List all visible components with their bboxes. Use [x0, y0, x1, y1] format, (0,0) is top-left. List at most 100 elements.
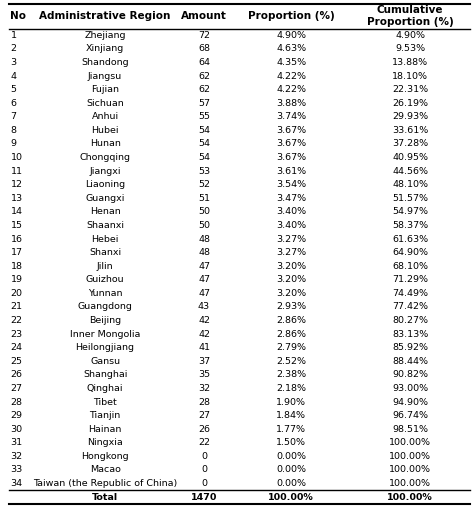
Text: 0: 0: [201, 465, 207, 474]
Text: 13: 13: [10, 194, 23, 203]
Text: 7: 7: [10, 112, 17, 121]
Text: 27: 27: [10, 384, 22, 393]
Text: Jiangsu: Jiangsu: [88, 72, 122, 81]
Text: 54: 54: [198, 140, 210, 148]
Text: Hunan: Hunan: [90, 140, 120, 148]
Text: Fujian: Fujian: [91, 85, 119, 94]
Text: No: No: [10, 11, 27, 21]
Text: 98.51%: 98.51%: [392, 425, 428, 434]
Text: 4.35%: 4.35%: [276, 58, 306, 67]
Text: 4.90%: 4.90%: [395, 31, 425, 40]
Text: 27: 27: [198, 411, 210, 420]
Text: Yunnan: Yunnan: [88, 289, 122, 298]
Text: Shanxi: Shanxi: [89, 248, 121, 257]
Text: 3.88%: 3.88%: [276, 99, 306, 108]
Text: 64.90%: 64.90%: [392, 248, 428, 257]
Text: 43: 43: [198, 302, 210, 311]
Text: 0.00%: 0.00%: [276, 452, 306, 461]
Text: 64: 64: [198, 58, 210, 67]
Text: 19: 19: [10, 275, 22, 284]
Text: Xinjiang: Xinjiang: [86, 44, 124, 53]
Text: 61.63%: 61.63%: [392, 235, 428, 243]
Text: 85.92%: 85.92%: [392, 343, 428, 352]
Text: 47: 47: [198, 262, 210, 271]
Text: 15: 15: [10, 221, 22, 230]
Text: 1: 1: [10, 31, 17, 40]
Text: 29: 29: [10, 411, 22, 420]
Text: Total: Total: [92, 493, 118, 501]
Text: 100.00%: 100.00%: [389, 479, 431, 488]
Text: 71.29%: 71.29%: [392, 275, 428, 284]
Text: 1470: 1470: [191, 493, 217, 501]
Text: 74.49%: 74.49%: [392, 289, 428, 298]
Text: Guangxi: Guangxi: [85, 194, 125, 203]
Text: Jilin: Jilin: [97, 262, 113, 271]
Text: 32: 32: [10, 452, 23, 461]
Text: 50: 50: [198, 207, 210, 216]
Text: 51.57%: 51.57%: [392, 194, 428, 203]
Text: 55: 55: [198, 112, 210, 121]
Text: 100.00%: 100.00%: [389, 438, 431, 448]
Text: 93.00%: 93.00%: [392, 384, 428, 393]
Text: 34: 34: [10, 479, 23, 488]
Text: 4.90%: 4.90%: [276, 31, 306, 40]
Text: 53: 53: [198, 167, 210, 176]
Text: Hubei: Hubei: [91, 126, 119, 135]
Text: 68: 68: [198, 44, 210, 53]
Text: 88.44%: 88.44%: [392, 357, 428, 366]
Text: 2.18%: 2.18%: [276, 384, 306, 393]
Text: 47: 47: [198, 289, 210, 298]
Text: Hongkong: Hongkong: [82, 452, 129, 461]
Text: 62: 62: [198, 85, 210, 94]
Text: 3.20%: 3.20%: [276, 262, 306, 271]
Text: 48.10%: 48.10%: [392, 180, 428, 189]
Text: Shaanxi: Shaanxi: [86, 221, 124, 230]
Text: 1.84%: 1.84%: [276, 411, 306, 420]
Text: 3.67%: 3.67%: [276, 126, 306, 135]
Text: 0.00%: 0.00%: [276, 479, 306, 488]
Text: 28: 28: [198, 398, 210, 406]
Text: 58.37%: 58.37%: [392, 221, 428, 230]
Text: 24: 24: [10, 343, 22, 352]
Text: 3.54%: 3.54%: [276, 180, 306, 189]
Text: 50: 50: [198, 221, 210, 230]
Text: 29.93%: 29.93%: [392, 112, 428, 121]
Text: Chongqing: Chongqing: [80, 153, 131, 162]
Text: 25: 25: [10, 357, 22, 366]
Text: 5: 5: [10, 85, 17, 94]
Text: 3.40%: 3.40%: [276, 221, 306, 230]
Text: 4: 4: [10, 72, 17, 81]
Text: 77.42%: 77.42%: [392, 302, 428, 311]
Text: 68.10%: 68.10%: [392, 262, 428, 271]
Text: 96.74%: 96.74%: [392, 411, 428, 420]
Text: Proportion (%): Proportion (%): [248, 11, 335, 21]
Text: 3.20%: 3.20%: [276, 275, 306, 284]
Text: Administrative Region: Administrative Region: [39, 11, 171, 21]
Text: 2.86%: 2.86%: [276, 316, 306, 325]
Text: 54.97%: 54.97%: [392, 207, 428, 216]
Text: Zhejiang: Zhejiang: [84, 31, 126, 40]
Text: 8: 8: [10, 126, 17, 135]
Text: 2.93%: 2.93%: [276, 302, 306, 311]
Text: 48: 48: [198, 235, 210, 243]
Text: 1.90%: 1.90%: [276, 398, 306, 406]
Text: 90.82%: 90.82%: [392, 370, 428, 379]
Text: 16: 16: [10, 235, 22, 243]
Text: Guangdong: Guangdong: [78, 302, 133, 311]
Text: 9.53%: 9.53%: [395, 44, 425, 53]
Text: 62: 62: [198, 72, 210, 81]
Text: Tibet: Tibet: [93, 398, 117, 406]
Text: 52: 52: [198, 180, 210, 189]
Text: Hainan: Hainan: [89, 425, 122, 434]
Text: 3.47%: 3.47%: [276, 194, 306, 203]
Text: 1.50%: 1.50%: [276, 438, 306, 448]
Text: 26: 26: [10, 370, 22, 379]
Text: Gansu: Gansu: [90, 357, 120, 366]
Text: 72: 72: [198, 31, 210, 40]
Text: 3.61%: 3.61%: [276, 167, 306, 176]
Text: 48: 48: [198, 248, 210, 257]
Text: 26: 26: [198, 425, 210, 434]
Text: 42: 42: [198, 330, 210, 339]
Text: 6: 6: [10, 99, 17, 108]
Text: 0.00%: 0.00%: [276, 465, 306, 474]
